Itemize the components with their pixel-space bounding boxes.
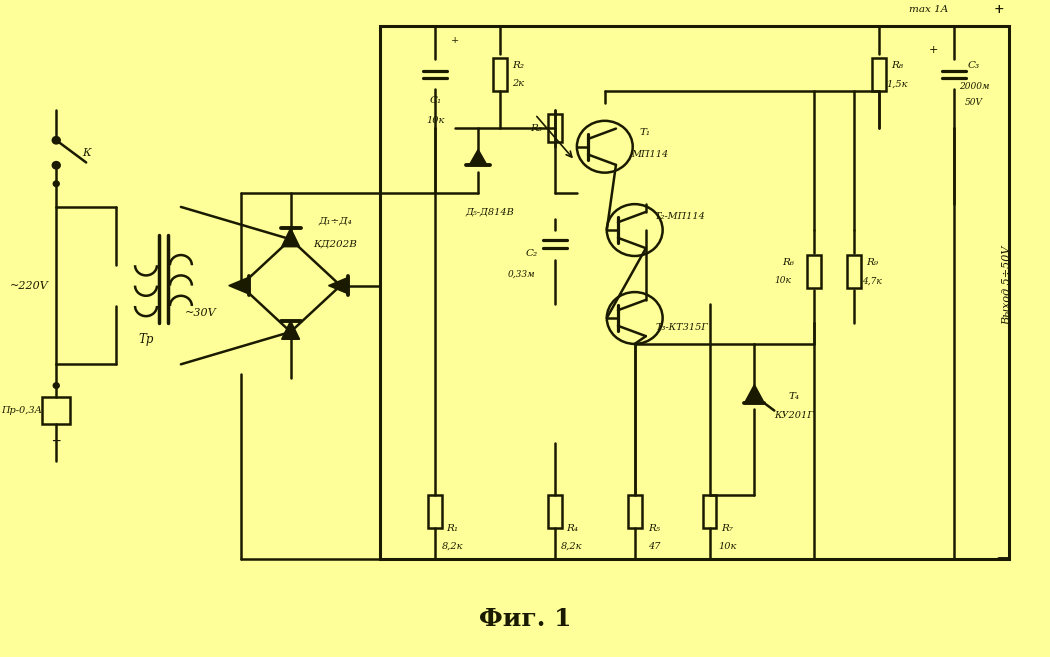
Text: R₈: R₈ (891, 60, 903, 70)
Text: R₅: R₅ (649, 524, 660, 533)
Text: Д₅-Д814В: Д₅-Д814В (466, 207, 514, 216)
Text: R₂: R₂ (512, 60, 524, 70)
Text: Фиг. 1: Фиг. 1 (479, 606, 571, 631)
Text: 8,2к: 8,2к (441, 542, 463, 551)
Text: Д₁÷Д₄: Д₁÷Д₄ (318, 216, 353, 225)
Bar (548, 495, 562, 528)
Bar (628, 495, 642, 528)
Text: T₂-МП114: T₂-МП114 (654, 212, 705, 221)
Text: +: + (993, 3, 1004, 16)
Text: max 1A: max 1A (909, 5, 948, 14)
Text: 4,7к: 4,7к (862, 277, 882, 286)
Bar (807, 255, 821, 288)
Text: C₁: C₁ (429, 96, 441, 105)
Bar (847, 255, 861, 288)
Text: ━━: ━━ (52, 437, 61, 445)
Text: ~220V: ~220V (9, 281, 48, 290)
Text: Выход 5÷50V: Выход 5÷50V (1002, 246, 1012, 325)
Text: 2к: 2к (512, 79, 524, 88)
Text: 8,2к: 8,2к (561, 542, 583, 551)
Text: R₁: R₁ (446, 524, 458, 533)
Text: 1,5к: 1,5к (886, 79, 908, 88)
Text: 10к: 10к (775, 277, 792, 286)
Text: T₃-КТ315Г: T₃-КТ315Г (655, 323, 708, 332)
Text: ~30V: ~30V (185, 308, 216, 319)
Text: КУ201Г: КУ201Г (775, 411, 814, 420)
Circle shape (52, 137, 60, 144)
Text: КД202В: КД202В (314, 239, 357, 248)
Bar (42, 397, 70, 424)
Text: +: + (452, 35, 459, 45)
Text: C₃: C₃ (968, 60, 980, 70)
Text: 0,33м: 0,33м (507, 270, 534, 279)
Text: 10к: 10к (426, 116, 444, 125)
Text: R₆: R₆ (782, 258, 794, 267)
Polygon shape (229, 277, 249, 294)
Polygon shape (469, 150, 487, 166)
Text: T₁: T₁ (639, 128, 650, 137)
Text: 2000м: 2000м (959, 82, 989, 91)
Text: R₄: R₄ (566, 524, 578, 533)
Text: 10к: 10к (718, 542, 737, 551)
Text: 47: 47 (649, 542, 660, 551)
Text: Пр-0,3А: Пр-0,3А (1, 406, 42, 415)
Polygon shape (744, 384, 764, 403)
Bar (494, 58, 507, 91)
Text: R₃: R₃ (530, 124, 542, 133)
Polygon shape (329, 277, 349, 294)
Text: К: К (82, 148, 90, 158)
Polygon shape (281, 321, 299, 339)
Text: R₇: R₇ (721, 524, 734, 533)
Text: 50V: 50V (965, 98, 983, 107)
Circle shape (54, 383, 59, 388)
Circle shape (52, 162, 60, 169)
Bar (702, 495, 716, 528)
Text: T₄: T₄ (789, 392, 800, 401)
Text: R₉: R₉ (866, 258, 878, 267)
Text: МП114: МП114 (631, 150, 668, 158)
Text: C₂: C₂ (526, 249, 538, 258)
Text: Тр: Тр (139, 333, 153, 346)
Bar (428, 495, 442, 528)
Bar (380, 26, 1009, 558)
Text: +: + (929, 45, 939, 55)
Bar (548, 114, 562, 142)
Bar (873, 58, 886, 91)
Circle shape (54, 181, 59, 187)
Polygon shape (281, 228, 299, 247)
